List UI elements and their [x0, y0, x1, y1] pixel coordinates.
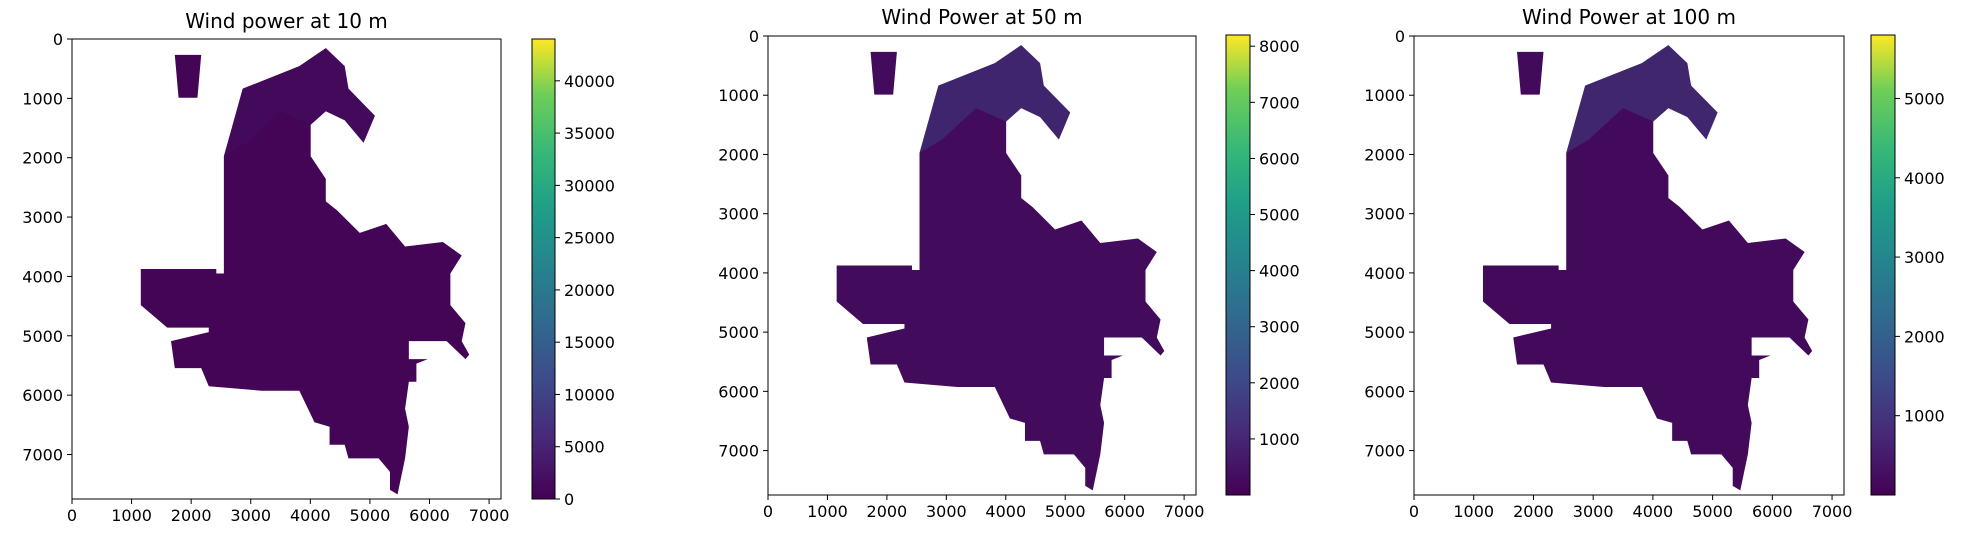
coastal-high-wind-region: [1566, 45, 1718, 154]
y-tick-label: 2000: [718, 145, 759, 164]
colorbar-tick-label: 5000: [1904, 89, 1945, 108]
colorbar-tick-label: 4000: [1904, 169, 1945, 188]
colorbar-tick-label: 10000: [564, 385, 615, 404]
y-tick-label: 0: [53, 30, 63, 49]
x-tick-label: 3000: [926, 502, 967, 521]
x-tick-label: 3000: [1573, 502, 1614, 521]
y-tick-label: 1000: [718, 86, 759, 105]
y-tick-label: 5000: [22, 327, 63, 346]
x-tick-label: 5000: [350, 506, 391, 525]
x-tick-label: 1000: [1453, 502, 1494, 521]
colorbar-tick-label: 3000: [1904, 248, 1945, 267]
y-tick-label: 6000: [22, 386, 63, 405]
colorbar-tick-label: 7000: [1259, 93, 1300, 112]
x-tick-label: 0: [763, 502, 773, 521]
y-tick-label: 4000: [1364, 264, 1405, 283]
x-tick-label: 5000: [1692, 502, 1733, 521]
y-tick-label: 2000: [22, 149, 63, 168]
y-tick-label: 6000: [1364, 382, 1405, 401]
x-tick-label: 4000: [985, 502, 1026, 521]
x-tick-label: 2000: [1513, 502, 1554, 521]
y-tick-label: 5000: [1364, 323, 1405, 342]
heatmap-panel-3: Wind Power at 100 m 0 1000 2000 3000 4000 5000…: [1364, 5, 1944, 521]
x-tick-label: 7000: [1812, 502, 1853, 521]
y-tick-label: 0: [1395, 27, 1405, 46]
colorbar: [1870, 34, 1896, 496]
x-tick-label: 3000: [230, 506, 271, 525]
heatmap-panel-2: Wind Power at 50 m 0 1000 2000 3000 4000 5000 6…: [718, 5, 1299, 521]
colorbar-tick-label: 20000: [564, 281, 615, 300]
x-tick-label: 6000: [409, 506, 450, 525]
y-tick-label: 3000: [718, 205, 759, 224]
coastal-high-wind-region: [919, 45, 1071, 154]
x-tick-label: 0: [67, 506, 77, 525]
colorbar-tick-label: 6000: [1259, 149, 1300, 168]
y-tick-label: 7000: [718, 442, 759, 461]
axes-frame: [767, 35, 1197, 496]
colorbar-tick-label: 4000: [1259, 262, 1300, 281]
y-tick-label: 1000: [1364, 86, 1405, 105]
y-tick-label: 6000: [718, 382, 759, 401]
y-tick-label: 2000: [1364, 145, 1405, 164]
colorbar-tick-label: 5000: [564, 438, 605, 457]
y-tick-label: 7000: [1364, 442, 1405, 461]
y-tick-label: 1000: [22, 89, 63, 108]
y-tick-label: 4000: [718, 264, 759, 283]
colorbar-tick-label: 30000: [564, 176, 615, 195]
x-tick-label: 6000: [1752, 502, 1793, 521]
y-tick-label: 4000: [22, 267, 63, 286]
y-tick-label: 7000: [22, 445, 63, 464]
x-tick-label: 1000: [111, 506, 152, 525]
colorbar-tick-label: 25000: [564, 229, 615, 248]
x-tick-label: 7000: [469, 506, 510, 525]
colorbar-tick-label: 5000: [1259, 206, 1300, 225]
colorbar-tick-label: 1000: [1904, 407, 1945, 426]
colorbar-tick-label: 2000: [1904, 327, 1945, 346]
axes-frame: [1413, 35, 1845, 496]
coastal-high-wind-region: [223, 48, 375, 157]
x-tick-label: 4000: [1633, 502, 1674, 521]
axes-frame: [71, 38, 502, 500]
x-tick-label: 7000: [1164, 502, 1205, 521]
colorbar-tick-label: 40000: [564, 72, 615, 91]
y-tick-label: 0: [749, 27, 759, 46]
colorbar-tick-label: 8000: [1259, 37, 1300, 56]
chart-title: Wind Power at 50 m: [881, 5, 1082, 29]
chart-title: Wind power at 10 m: [185, 9, 388, 33]
colorbar: [531, 38, 556, 500]
colorbar-tick-label: 0: [564, 490, 574, 509]
heatmap-field: [140, 48, 470, 495]
y-tick-label: 5000: [718, 323, 759, 342]
x-tick-label: 5000: [1045, 502, 1086, 521]
heatmap-panel-1: Wind power at 10 m 0 1000 2000 3000 4000 5000 6…: [22, 9, 615, 525]
x-tick-label: 1000: [807, 502, 848, 521]
x-tick-label: 2000: [867, 502, 908, 521]
y-tick-label: 3000: [1364, 205, 1405, 224]
heatmap-field: [836, 45, 1165, 491]
y-tick-label: 3000: [22, 208, 63, 227]
heatmap-field: [1482, 45, 1813, 491]
colorbar-tick-label: 2000: [1259, 374, 1300, 393]
colorbar-tick-label: 15000: [564, 333, 615, 352]
colorbar-tick-label: 1000: [1259, 430, 1300, 449]
colorbar-tick-label: 3000: [1259, 318, 1300, 337]
x-tick-label: 0: [1409, 502, 1419, 521]
colorbar-tick-label: 35000: [564, 124, 615, 143]
colorbar: [1225, 34, 1251, 496]
x-tick-label: 4000: [290, 506, 331, 525]
x-tick-label: 6000: [1104, 502, 1145, 521]
x-tick-label: 2000: [171, 506, 212, 525]
chart-title: Wind Power at 100 m: [1522, 5, 1736, 29]
